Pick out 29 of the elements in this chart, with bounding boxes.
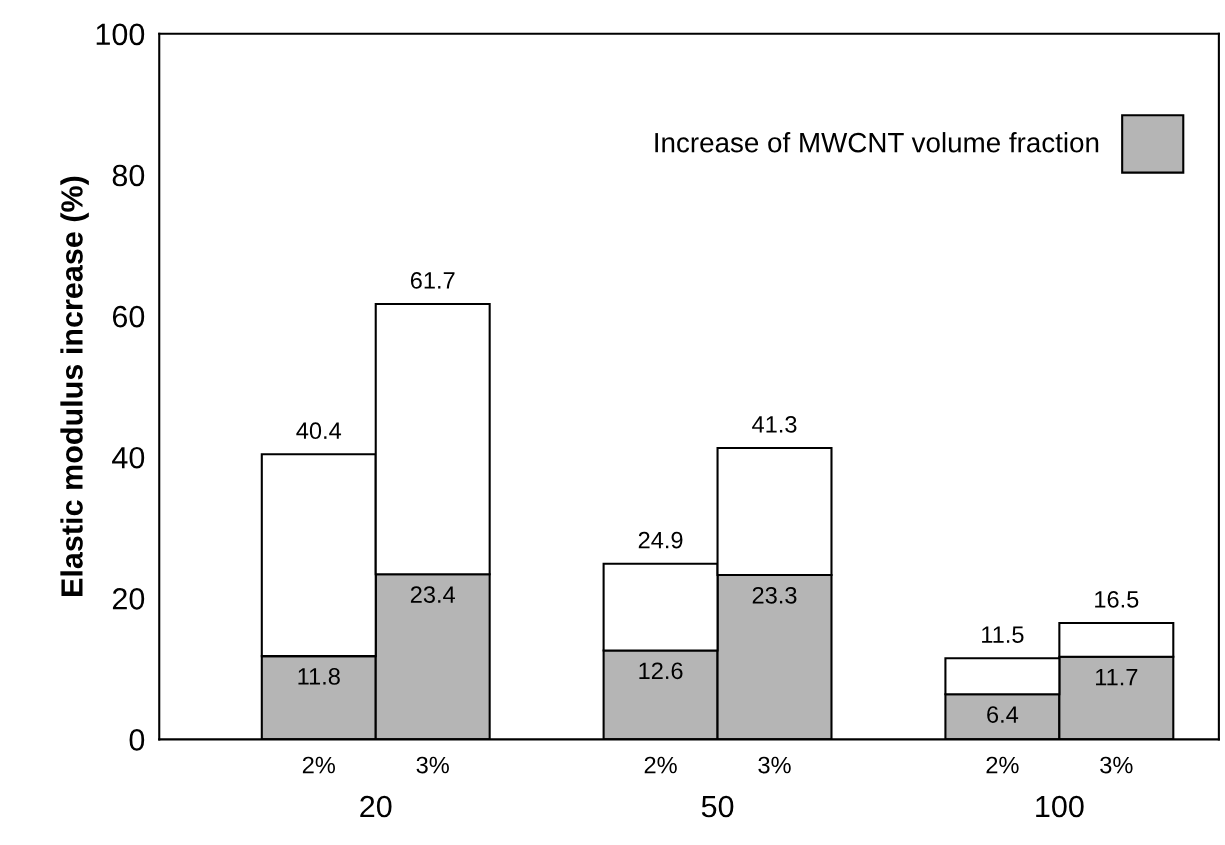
total-label: 16.5 bbox=[1095, 590, 1139, 608]
y-tick-label: 100 bbox=[96, 23, 145, 46]
total-label: 41.3 bbox=[752, 416, 797, 433]
x-tick-label: 2% bbox=[302, 756, 335, 774]
text: 100 bbox=[1036, 795, 1084, 818]
total-label: 11.5 bbox=[982, 626, 1024, 643]
total-label: 40.4 bbox=[296, 422, 342, 440]
text: 50 bbox=[701, 795, 734, 818]
y-axis-title: Elastic modulus increase (%) bbox=[60, 176, 89, 596]
legend-label: Increase of MWCNT volume fraction bbox=[655, 132, 1099, 153]
data-label: 11.8 bbox=[298, 668, 340, 685]
x-tick-label: 3% bbox=[1100, 756, 1133, 774]
data-label: 23.4 bbox=[410, 586, 455, 603]
x-tick-label: 2% bbox=[644, 756, 677, 774]
x-tick-label: 2% bbox=[986, 756, 1019, 774]
data-label: 23.3 bbox=[752, 586, 797, 604]
text: 20 bbox=[360, 795, 392, 818]
x-tick-label: 3% bbox=[416, 756, 449, 774]
data-label: 11.7 bbox=[1096, 669, 1138, 686]
y-tick-label: 20 bbox=[112, 588, 145, 610]
total-label: 61.7 bbox=[410, 272, 455, 289]
y-tick-label: 0 bbox=[129, 729, 145, 751]
y-tick-label: 60 bbox=[112, 305, 145, 328]
total-label: 24.9 bbox=[638, 531, 683, 549]
y-tick-label: 40 bbox=[112, 446, 145, 469]
data-label: 6.4 bbox=[987, 706, 1019, 723]
data-label: 12.6 bbox=[639, 662, 683, 680]
y-tick-label: 80 bbox=[112, 164, 145, 187]
x-tick-label: 3% bbox=[758, 756, 791, 774]
